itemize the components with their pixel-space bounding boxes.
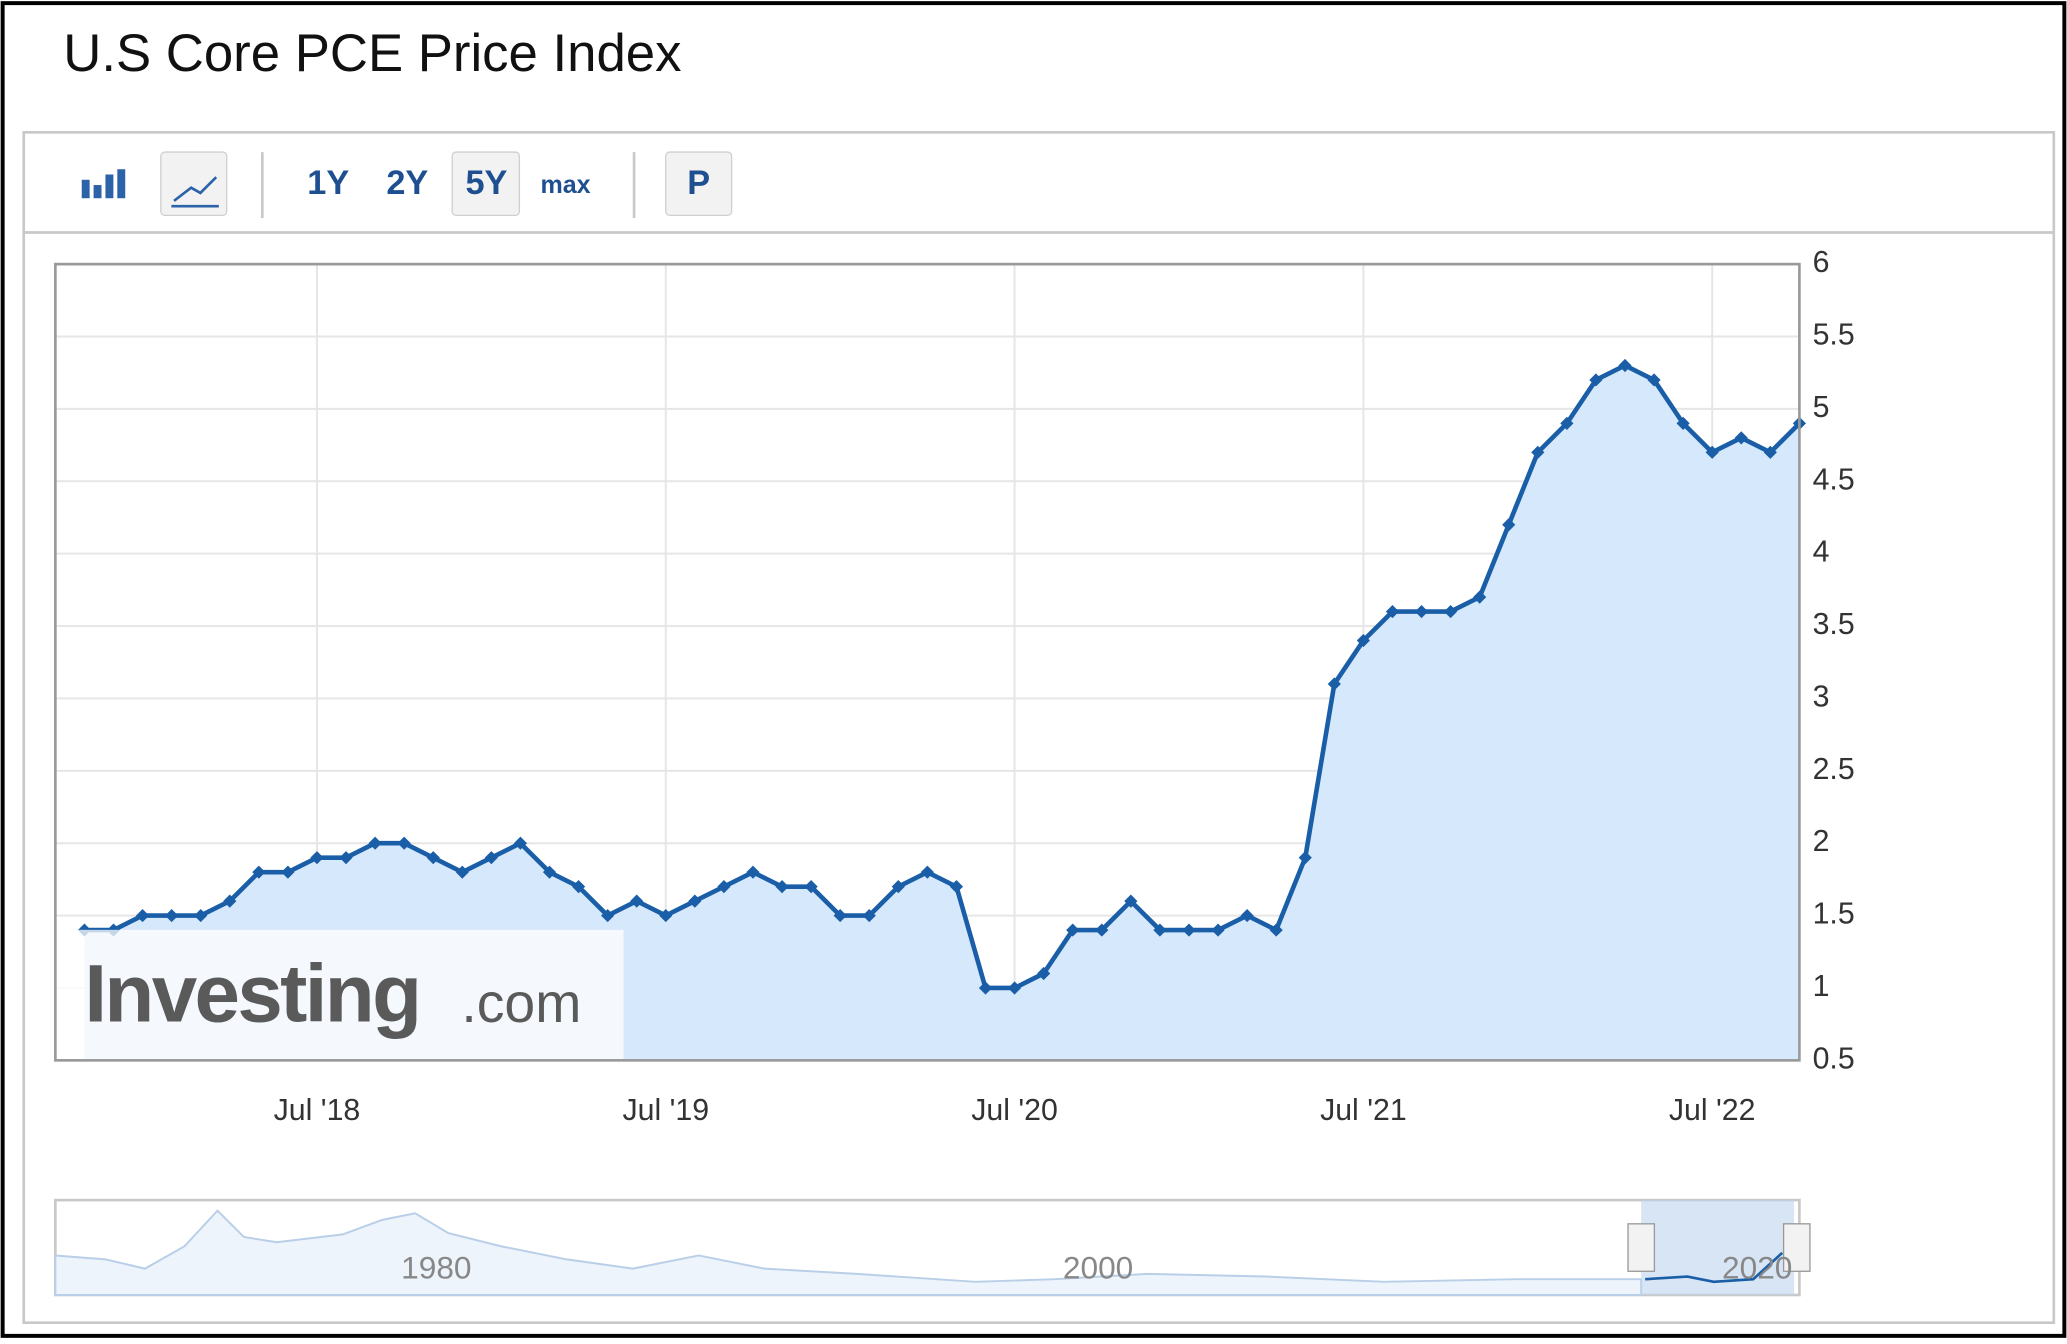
- point: [513, 836, 528, 850]
- point: [1763, 445, 1777, 459]
- bar-chart-button[interactable]: [81, 169, 126, 199]
- print-button-frame[interactable]: [665, 151, 733, 217]
- point: [862, 909, 876, 923]
- range-button[interactable]: 2Y: [386, 164, 428, 202]
- point: [455, 865, 469, 879]
- x-tick-label: Jul '21: [1320, 1094, 1407, 1127]
- point: [1066, 923, 1080, 937]
- point: [1473, 590, 1487, 604]
- y-tick-label: 1.5: [1813, 898, 1855, 931]
- point: [223, 894, 237, 908]
- point: [601, 909, 615, 923]
- area: [84, 365, 1800, 1061]
- y-tick-label: 2: [1813, 825, 1830, 858]
- range-button-frame[interactable]: [451, 151, 521, 217]
- range-button[interactable]: max: [540, 171, 590, 199]
- navigator: 1980 2000 2020: [54, 1198, 1811, 1297]
- y-tick-label: 4: [1813, 536, 1830, 569]
- point: [1037, 966, 1051, 981]
- watermark-box: [56, 929, 624, 1060]
- point: [659, 909, 673, 923]
- point: [1705, 445, 1719, 459]
- navigator-label: 2020: [1722, 1249, 1792, 1285]
- x-tick-label: Jul '20: [971, 1094, 1058, 1127]
- y-tick-label: 2.5: [1813, 753, 1855, 786]
- point: [252, 865, 266, 879]
- point: [1560, 416, 1574, 430]
- y-tick-label: 1: [1813, 970, 1830, 1003]
- y-tick-label: 5.5: [1813, 319, 1855, 352]
- point: [484, 851, 498, 865]
- navigator-label: 2000: [1063, 1249, 1133, 1285]
- point: [1269, 923, 1283, 937]
- y-tick-label: 4.5: [1813, 463, 1855, 496]
- point: [135, 909, 150, 923]
- point: [688, 894, 702, 908]
- point: [281, 865, 295, 879]
- watermark-suffix: .com: [461, 972, 581, 1034]
- point: [949, 880, 964, 894]
- point: [1124, 894, 1138, 908]
- point: [1007, 981, 1022, 995]
- point: [1211, 923, 1225, 937]
- point: [833, 909, 847, 923]
- line: [84, 363, 1802, 991]
- point: [775, 880, 789, 894]
- point: [426, 851, 440, 865]
- point: [978, 981, 993, 995]
- y-tick-label: 3.5: [1813, 608, 1855, 641]
- plot: 0.5 1 1.5 2 2.5 3 3.5 4 4.5 5 5.5 6 Jul '18 Jul '19 Ju…: [54, 246, 1855, 1127]
- point: [339, 851, 353, 865]
- y-tick-label: 5: [1813, 391, 1830, 424]
- watermark-brand: Investing: [84, 948, 419, 1039]
- point: [1502, 518, 1516, 532]
- line-chart-button[interactable]: [160, 151, 228, 217]
- point: [1240, 909, 1254, 923]
- y-tick-label: 3: [1813, 680, 1830, 713]
- plot-border: [54, 262, 1801, 1062]
- point: [1095, 923, 1109, 937]
- point: [368, 836, 382, 850]
- page-title: U.S Core PCE Price Index: [63, 24, 681, 83]
- print-button[interactable]: P: [687, 164, 710, 202]
- x-tick-label: Jul '18: [274, 1094, 361, 1127]
- point: [571, 880, 586, 894]
- y-tick-label: 0.5: [1813, 1042, 1855, 1075]
- point: [717, 880, 731, 894]
- range-button[interactable]: 1Y: [307, 164, 349, 202]
- point: [746, 865, 760, 879]
- point: [804, 880, 818, 894]
- point: [891, 880, 905, 894]
- y-tick-label: 6: [1813, 246, 1830, 279]
- x-tick-label: Jul '19: [622, 1094, 709, 1127]
- point: [630, 894, 644, 908]
- range-button[interactable]: 5Y: [465, 164, 507, 202]
- point: [920, 865, 934, 879]
- point: [1647, 373, 1661, 387]
- navigator-label: 1980: [401, 1249, 471, 1285]
- point: [1327, 677, 1341, 691]
- point: [165, 909, 179, 923]
- x-tick-label: Jul '22: [1669, 1094, 1756, 1127]
- point: [1182, 923, 1196, 937]
